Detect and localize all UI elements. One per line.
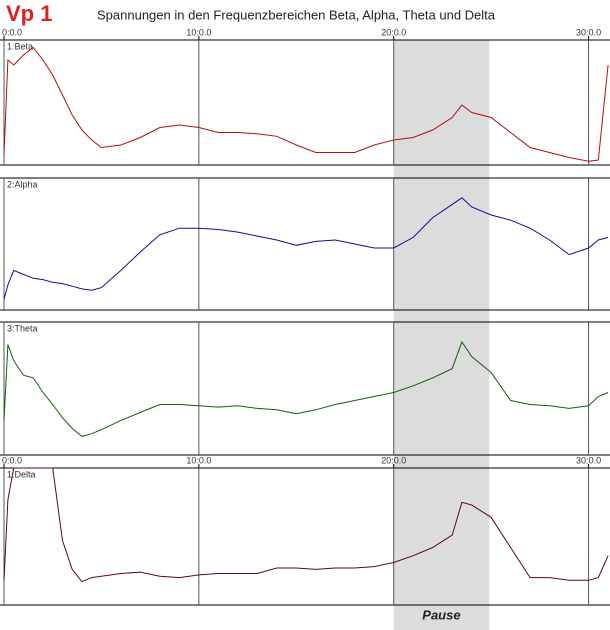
x-tick-label: 30:0.0 <box>576 455 601 465</box>
signal-line <box>3 197 609 300</box>
x-tick-label: 20:0.0 <box>381 27 406 37</box>
x-tick-label: 0:0.0 <box>2 455 22 465</box>
signal-line <box>3 467 609 583</box>
panel-title: 3:Theta <box>7 323 38 333</box>
pause-label: Pause <box>422 607 460 622</box>
panel-title: 1:Delta <box>7 469 36 479</box>
page-title: Spannungen in den Frequenzbereichen Beta… <box>97 7 496 22</box>
page-label: Vp 1 <box>6 1 52 26</box>
x-tick-label: 30:0.0 <box>576 27 601 37</box>
x-tick-label: 20:0.0 <box>381 455 406 465</box>
panel-title: 2:Alpha <box>7 179 38 189</box>
x-tick-label: 0:0.0 <box>2 27 22 37</box>
signal-line <box>3 340 609 437</box>
x-tick-label: 10:0.0 <box>186 455 211 465</box>
signal-line <box>3 46 609 162</box>
x-tick-label: 10:0.0 <box>186 27 211 37</box>
panel-title: 1:Beta <box>7 41 33 51</box>
